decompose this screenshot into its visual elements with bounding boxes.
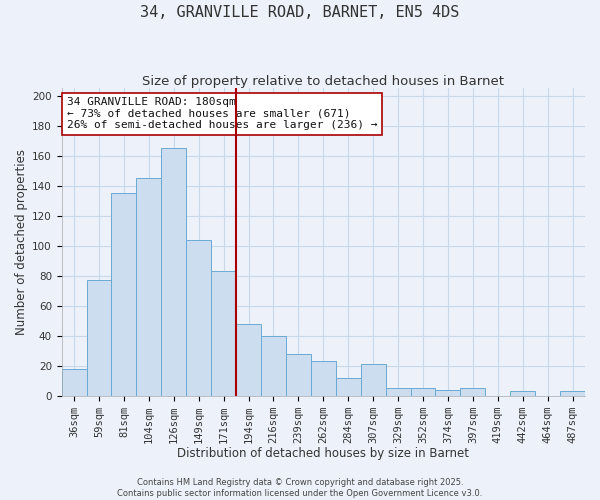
Bar [136,178,161,396]
Bar [86,280,112,396]
Bar [460,388,485,396]
X-axis label: Distribution of detached houses by size in Barnet: Distribution of detached houses by size … [178,447,469,460]
Bar [261,336,286,396]
Bar [62,368,86,396]
Bar [211,271,236,396]
Bar [361,364,386,396]
Title: Size of property relative to detached houses in Barnet: Size of property relative to detached ho… [142,75,505,88]
Bar [386,388,410,396]
Text: Contains HM Land Registry data © Crown copyright and database right 2025.
Contai: Contains HM Land Registry data © Crown c… [118,478,482,498]
Text: 34 GRANVILLE ROAD: 180sqm
← 73% of detached houses are smaller (671)
26% of semi: 34 GRANVILLE ROAD: 180sqm ← 73% of detac… [67,97,377,130]
Bar [436,390,460,396]
Bar [336,378,361,396]
Text: 34, GRANVILLE ROAD, BARNET, EN5 4DS: 34, GRANVILLE ROAD, BARNET, EN5 4DS [140,5,460,20]
Bar [311,361,336,396]
Bar [186,240,211,396]
Bar [112,193,136,396]
Bar [161,148,186,396]
Bar [560,391,585,396]
Bar [286,354,311,396]
Bar [236,324,261,396]
Y-axis label: Number of detached properties: Number of detached properties [15,149,28,335]
Bar [410,388,436,396]
Bar [510,391,535,396]
